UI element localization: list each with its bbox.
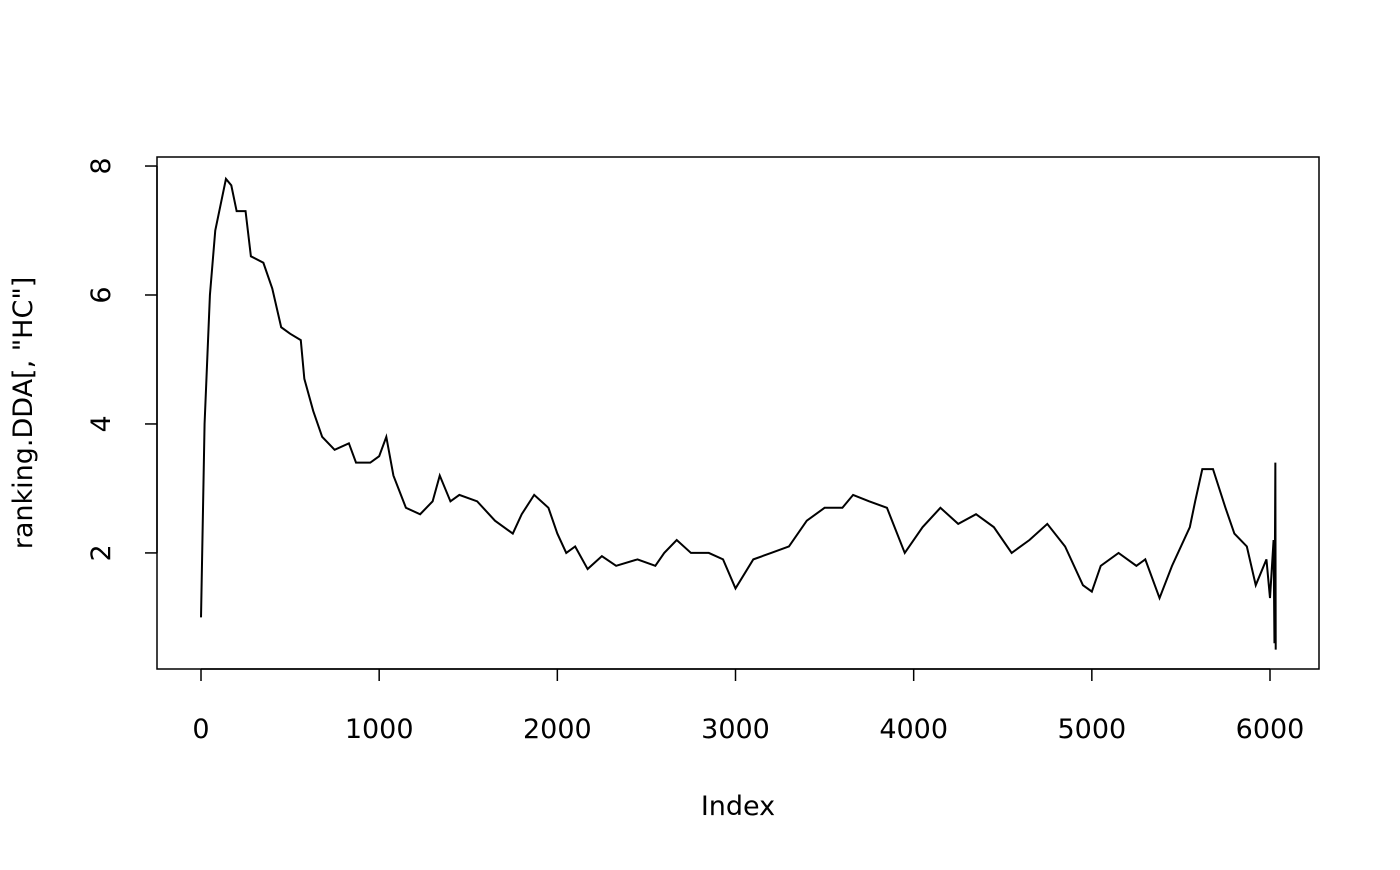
x-tick-label: 4000 bbox=[879, 714, 948, 745]
x-axis-label: Index bbox=[701, 791, 775, 822]
x-tick-label: 0 bbox=[192, 714, 209, 745]
y-tick-label: 8 bbox=[86, 157, 117, 174]
data-line bbox=[200, 176, 1277, 650]
x-tick-label: 6000 bbox=[1236, 714, 1305, 745]
x-tick-label: 5000 bbox=[1057, 714, 1126, 745]
plot-box bbox=[156, 156, 1320, 670]
y-tick-label: 6 bbox=[86, 286, 117, 303]
y-tick-label: 2 bbox=[86, 544, 117, 561]
y-axis-label: ranking.DDA[, "HC"] bbox=[8, 277, 39, 550]
y-tick-label: 4 bbox=[86, 415, 117, 432]
x-tick-label: 3000 bbox=[701, 714, 770, 745]
x-tick-label: 2000 bbox=[523, 714, 592, 745]
x-tick-label: 1000 bbox=[345, 714, 414, 745]
